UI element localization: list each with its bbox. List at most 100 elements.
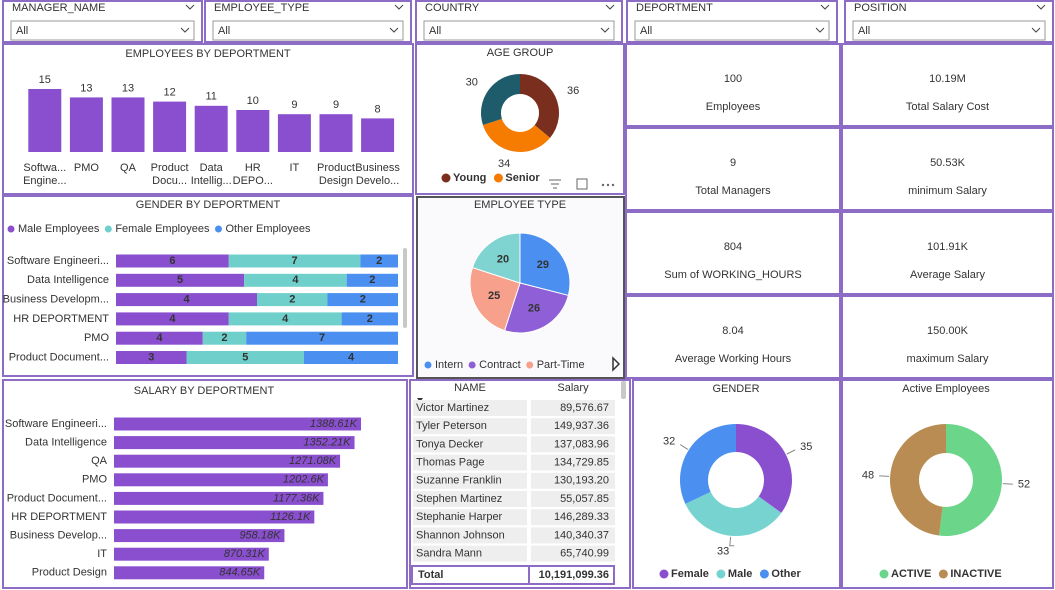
data-label: 2 bbox=[221, 332, 227, 344]
chevron[interactable] bbox=[185, 4, 195, 10]
row-bg bbox=[413, 491, 527, 507]
cell: 55,057.85 bbox=[560, 493, 609, 505]
cell: Stephanie Harper bbox=[416, 511, 503, 523]
legend-label: Contract bbox=[479, 359, 521, 371]
y-tick-label: Product Design bbox=[32, 567, 107, 579]
chevron[interactable] bbox=[820, 4, 830, 10]
more-icon[interactable] bbox=[601, 183, 605, 187]
row-bg bbox=[531, 509, 615, 526]
row-bg bbox=[413, 472, 527, 489]
data-label: 29 bbox=[537, 259, 549, 271]
data-label: 958.18K bbox=[239, 530, 281, 542]
row-bg bbox=[531, 545, 615, 562]
chart-title: GENDER bbox=[712, 383, 759, 395]
data-label: 1271.08K bbox=[289, 455, 337, 467]
data-label: 1177.36K bbox=[273, 492, 320, 504]
cell: Shannon Johnson bbox=[416, 529, 505, 541]
more-icon[interactable] bbox=[606, 183, 610, 187]
cell: 149,937.36 bbox=[554, 420, 609, 432]
bar-segment bbox=[116, 312, 229, 326]
row-bg bbox=[413, 527, 527, 544]
dropdown-value: All bbox=[858, 25, 870, 37]
card-label: Total Managers bbox=[695, 185, 771, 197]
dropdown-value: All bbox=[218, 25, 230, 37]
card bbox=[841, 211, 1054, 295]
row-bg bbox=[531, 491, 615, 507]
data-label: 4 bbox=[282, 313, 289, 325]
bar bbox=[114, 473, 328, 487]
data-label: 35 bbox=[800, 441, 812, 453]
card bbox=[625, 211, 841, 295]
slicer-label: EMPLOYEE_TYPE bbox=[214, 2, 309, 14]
bar bbox=[277, 114, 311, 152]
bar-segment bbox=[360, 254, 398, 268]
chevron[interactable] bbox=[394, 4, 404, 10]
chevron[interactable] bbox=[389, 27, 399, 33]
focus-icon[interactable] bbox=[576, 178, 588, 190]
column-header: NAME bbox=[454, 382, 486, 394]
row-bg bbox=[531, 436, 615, 453]
legend-label: Female bbox=[671, 568, 709, 580]
dropdown[interactable] bbox=[212, 20, 404, 41]
chevron[interactable] bbox=[1036, 4, 1046, 10]
dropdown[interactable] bbox=[852, 20, 1046, 41]
y-tick-label: QA bbox=[91, 455, 108, 467]
slice bbox=[519, 232, 571, 297]
slice bbox=[938, 424, 1003, 536]
bar bbox=[28, 89, 62, 152]
data-label: 4 bbox=[348, 351, 355, 363]
x-tick-label: Product Design bbox=[317, 162, 355, 187]
chevron[interactable] bbox=[1031, 27, 1041, 33]
data-label: 9 bbox=[333, 99, 339, 111]
card-label: maximum Salary bbox=[907, 353, 989, 365]
leader-line bbox=[879, 475, 890, 477]
chevron[interactable] bbox=[600, 27, 610, 33]
leader-line bbox=[729, 536, 735, 547]
bar bbox=[114, 436, 355, 450]
data-label: 2 bbox=[369, 274, 375, 286]
scrollbar[interactable] bbox=[403, 248, 407, 328]
bar-segment bbox=[116, 254, 229, 268]
bar bbox=[236, 110, 270, 152]
chevron[interactable] bbox=[180, 27, 190, 33]
total-row bbox=[411, 565, 615, 585]
row-bg bbox=[531, 527, 615, 544]
chart-title: SALARY BY DEPORTMENT bbox=[134, 385, 275, 397]
dropdown[interactable] bbox=[634, 20, 830, 41]
card-label: Sum of WORKING_HOURS bbox=[664, 269, 802, 281]
leader-line bbox=[1002, 483, 1013, 485]
filter-icon[interactable] bbox=[549, 179, 561, 189]
x-tick-label: HR DEPO... bbox=[233, 162, 273, 187]
row-bg bbox=[413, 545, 527, 562]
dropdown-value: All bbox=[640, 25, 652, 37]
card-label: Employees bbox=[706, 101, 761, 113]
leader-line bbox=[786, 449, 796, 455]
cell: 130,193.20 bbox=[554, 475, 609, 487]
slice bbox=[471, 232, 521, 284]
dropdown[interactable] bbox=[423, 20, 615, 41]
row-bg bbox=[413, 418, 527, 435]
legend-marker bbox=[526, 361, 534, 369]
legend-marker bbox=[214, 225, 222, 233]
chevron[interactable] bbox=[605, 4, 615, 10]
bar-segment bbox=[186, 351, 304, 364]
slice bbox=[503, 282, 570, 334]
data-label: 2 bbox=[360, 294, 366, 306]
legend-marker bbox=[938, 569, 948, 579]
card bbox=[625, 43, 841, 127]
nav-arrow[interactable] bbox=[612, 356, 621, 372]
data-label: 2 bbox=[289, 294, 295, 306]
row-bg bbox=[531, 418, 615, 435]
more-icon[interactable] bbox=[611, 183, 615, 187]
slice bbox=[520, 74, 559, 138]
data-label: 5 bbox=[242, 351, 248, 363]
chevron[interactable] bbox=[815, 27, 825, 33]
card-value: 100 bbox=[724, 73, 742, 85]
dropdown[interactable] bbox=[10, 20, 195, 41]
legend-label: ACTIVE bbox=[891, 568, 931, 580]
bar bbox=[114, 566, 265, 580]
legend-label: Part-Time bbox=[537, 359, 585, 371]
data-label: 870.31K bbox=[224, 548, 266, 560]
data-label: 12 bbox=[163, 87, 175, 99]
scrollbar[interactable] bbox=[621, 381, 626, 399]
